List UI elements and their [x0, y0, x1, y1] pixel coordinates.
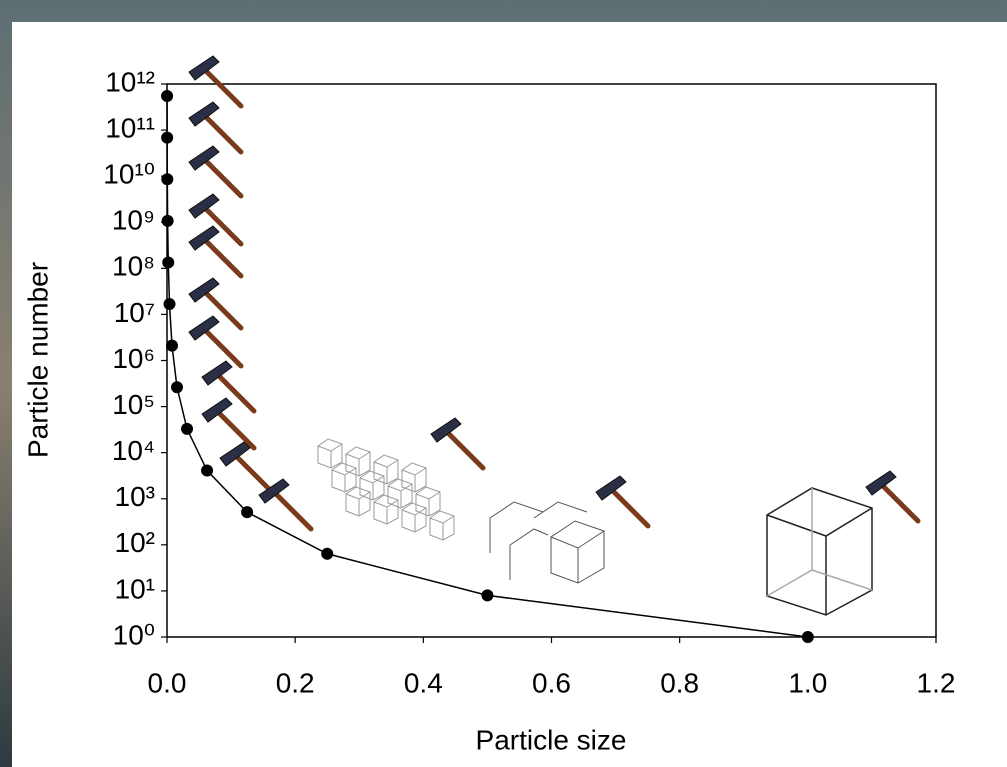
data-point: [201, 464, 214, 477]
data-point: [181, 422, 194, 435]
small-cube: [429, 510, 455, 541]
data-point: [162, 256, 175, 269]
small-cube: [345, 446, 371, 477]
data-point: [321, 547, 334, 560]
small-cube: [387, 478, 413, 509]
small-cube: [317, 438, 343, 469]
data-point: [163, 298, 176, 311]
decorations: [189, 56, 918, 616]
panel: [12, 22, 1007, 767]
x-axis-label: Particle size: [476, 724, 627, 755]
small-cube: [359, 470, 385, 501]
data-point: [161, 173, 174, 186]
x-tick-label: 0.6: [532, 667, 571, 698]
x-tick-label: 1.0: [788, 667, 827, 698]
y-tick-label: 10³: [115, 481, 155, 512]
data-point: [241, 506, 254, 519]
x-tick-label: 1.2: [917, 667, 956, 698]
x-tick-label: 0.0: [148, 667, 187, 698]
medium-cubes: [489, 501, 605, 584]
data-point: [481, 589, 494, 602]
data-line: [166, 95, 808, 638]
data-point: [161, 214, 174, 227]
big-cube: [766, 487, 873, 616]
data-point: [171, 381, 184, 394]
y-tick-label: 10⁴: [112, 435, 155, 466]
small-cube: [373, 454, 399, 485]
small-cube: [401, 462, 427, 493]
y-tick-label: 10¹⁰: [103, 159, 155, 190]
y-tick-label: 10⁶: [112, 343, 155, 374]
y-tick-label: 10²: [115, 527, 155, 558]
small-cube: [415, 486, 441, 517]
y-tick-label: 10⁹: [112, 205, 155, 236]
x-tick-label: 0.4: [404, 667, 443, 698]
small-cube: [345, 486, 371, 517]
y-tick-label: 10¹²: [105, 66, 155, 97]
y-tick-label: 10⁸: [112, 251, 155, 282]
small-cube: [373, 494, 399, 525]
y-tick-label: 10¹: [115, 573, 155, 604]
data-point: [166, 339, 179, 352]
small-cube: [331, 462, 357, 493]
y-axis-label: Particle number: [22, 262, 53, 458]
y-tick-label: 10⁷: [114, 297, 155, 328]
y-tick-label: 10⁰: [113, 619, 155, 650]
x-tick-label: 0.8: [660, 667, 699, 698]
y-tick-label: 10⁵: [112, 389, 155, 420]
x-tick-label: 0.2: [276, 667, 315, 698]
data-point: [161, 89, 174, 102]
small-cube: [401, 502, 427, 533]
y-tick-label: 10¹¹: [105, 112, 155, 143]
data-point: [161, 131, 174, 144]
data-point: [801, 631, 814, 643]
